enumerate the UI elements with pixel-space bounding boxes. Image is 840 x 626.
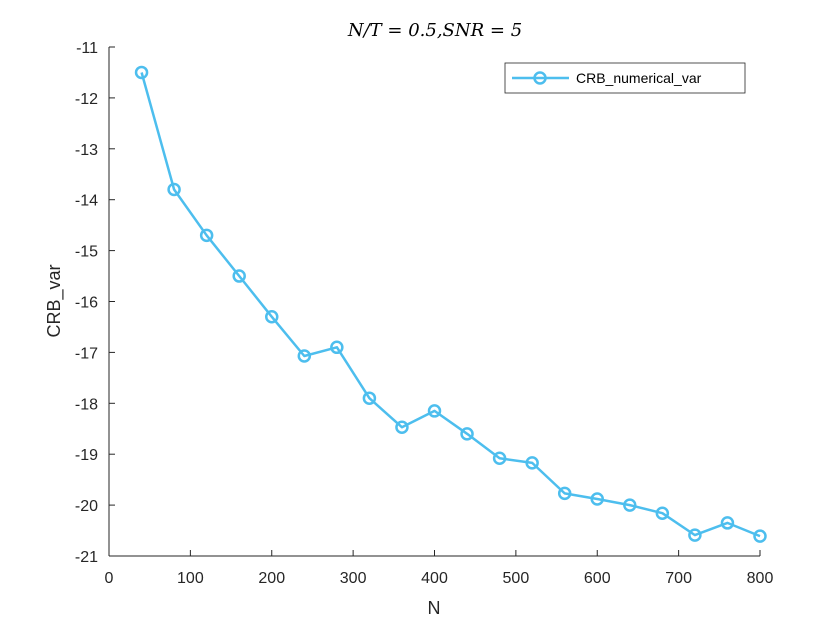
data-point	[460, 427, 474, 441]
x-tick-label: 100	[177, 570, 204, 587]
x-ticks: 0 100 200 300 400 500 600 700 800	[105, 550, 774, 587]
x-axis-label: N	[428, 598, 441, 618]
legend-marker-swatch	[533, 71, 547, 85]
x-tick-label: 600	[584, 570, 611, 587]
y-axis-label: CRB_var	[44, 264, 65, 337]
data-point	[395, 420, 409, 434]
data-point	[427, 404, 442, 418]
x-tick-label: 0	[105, 570, 114, 587]
data-point	[232, 269, 246, 283]
x-tick-label: 800	[747, 570, 774, 587]
y-tick-label: -21	[75, 549, 98, 566]
y-tick-label: -15	[75, 244, 98, 261]
x-tick-label: 700	[665, 570, 692, 587]
data-point	[590, 492, 604, 506]
y-tick-label: -20	[75, 498, 98, 515]
data-point	[720, 516, 735, 530]
data-point	[167, 182, 181, 197]
x-tick-label: 400	[421, 570, 448, 587]
data-point	[199, 228, 214, 243]
data-point	[492, 451, 507, 466]
y-tick-label: -11	[76, 40, 98, 57]
y-tick-label: -18	[75, 396, 98, 413]
data-point	[557, 486, 572, 501]
data-point	[623, 498, 637, 512]
legend-label: CRB_numerical_var	[576, 70, 702, 86]
y-tick-label: -13	[75, 142, 98, 159]
x-tick-label: 500	[503, 570, 530, 587]
y-tick-label: -17	[75, 345, 98, 362]
y-tick-label: -19	[75, 447, 98, 464]
y-tick-label: -12	[75, 91, 98, 108]
data-point	[265, 310, 279, 324]
data-point	[297, 349, 312, 363]
series-layer	[134, 65, 767, 543]
data-point	[134, 65, 149, 80]
data-point	[688, 528, 702, 542]
data-point	[330, 340, 344, 355]
x-tick-label: 300	[340, 570, 367, 587]
chart-title: N/T = 0.5,SNR = 5	[347, 20, 522, 41]
data-point	[525, 456, 539, 470]
data-point	[655, 506, 670, 520]
y-ticks: -11 -12 -13 -14 -15 -16 -17 -18 -19 -20 -21	[75, 40, 115, 566]
legend: CRB_numerical_var	[504, 62, 746, 94]
data-point	[362, 391, 377, 405]
y-tick-label: -16	[75, 295, 98, 312]
y-tick-label: -14	[75, 193, 98, 210]
plot-area	[109, 47, 760, 556]
data-point	[753, 529, 767, 543]
x-tick-label: 200	[258, 570, 285, 587]
